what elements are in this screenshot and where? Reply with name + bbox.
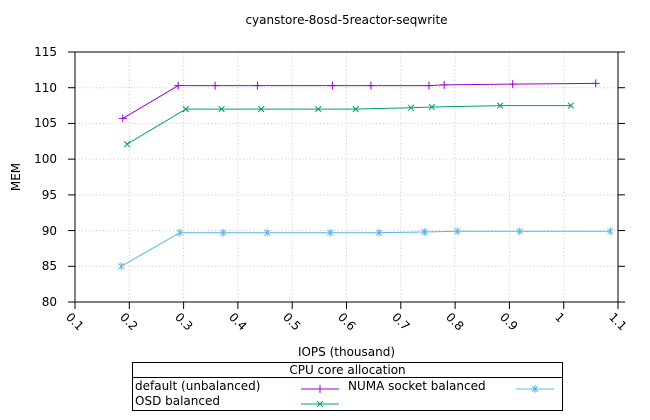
legend-sample-osd-balanced <box>301 400 339 408</box>
y-tick-label: 110 <box>34 80 57 95</box>
legend-sample-numa-socket-balanced <box>516 385 554 393</box>
series-markers-osd-balanced <box>123 102 575 148</box>
legend-sample-default-unbalanced <box>301 385 339 393</box>
legend-label-osd-balanced: OSD balanced <box>135 394 220 408</box>
legend-label-default-unbalanced: default (unbalanced) <box>135 379 261 393</box>
legend-box: CPU core allocation default (unbalanced)… <box>132 362 563 411</box>
grid-lines <box>74 51 619 303</box>
y-tick-label: 100 <box>34 152 57 167</box>
y-tick-label: 115 <box>34 45 57 59</box>
series-markers-default-unbalanced <box>118 79 600 123</box>
series-line-osd-balanced <box>126 105 571 145</box>
legend-label-numa-socket-balanced: NUMA socket balanced <box>348 379 486 393</box>
y-tick-label: 85 <box>41 259 57 274</box>
chart-title: cyanstore-8osd-5reactor-seqwrite <box>245 13 448 27</box>
y-tick-label: 105 <box>34 116 57 131</box>
series-line-numa-socket-balanced <box>120 230 611 267</box>
x-axis-label: IOPS (thousand) <box>297 345 396 359</box>
y-tick-label: 90 <box>41 223 57 238</box>
y-tick-label: 80 <box>41 295 57 309</box>
series-osd-balanced <box>123 102 575 148</box>
y-tick-label: 95 <box>41 187 57 202</box>
series-markers-numa-socket-balanced <box>117 227 614 271</box>
series-default-unbalanced <box>118 79 600 123</box>
axis-ticks <box>68 51 625 309</box>
series-line-default-unbalanced <box>122 82 596 119</box>
legend-title: CPU core allocation <box>133 363 562 378</box>
series-numa-socket-balanced <box>117 227 614 271</box>
plot-border <box>74 51 619 303</box>
